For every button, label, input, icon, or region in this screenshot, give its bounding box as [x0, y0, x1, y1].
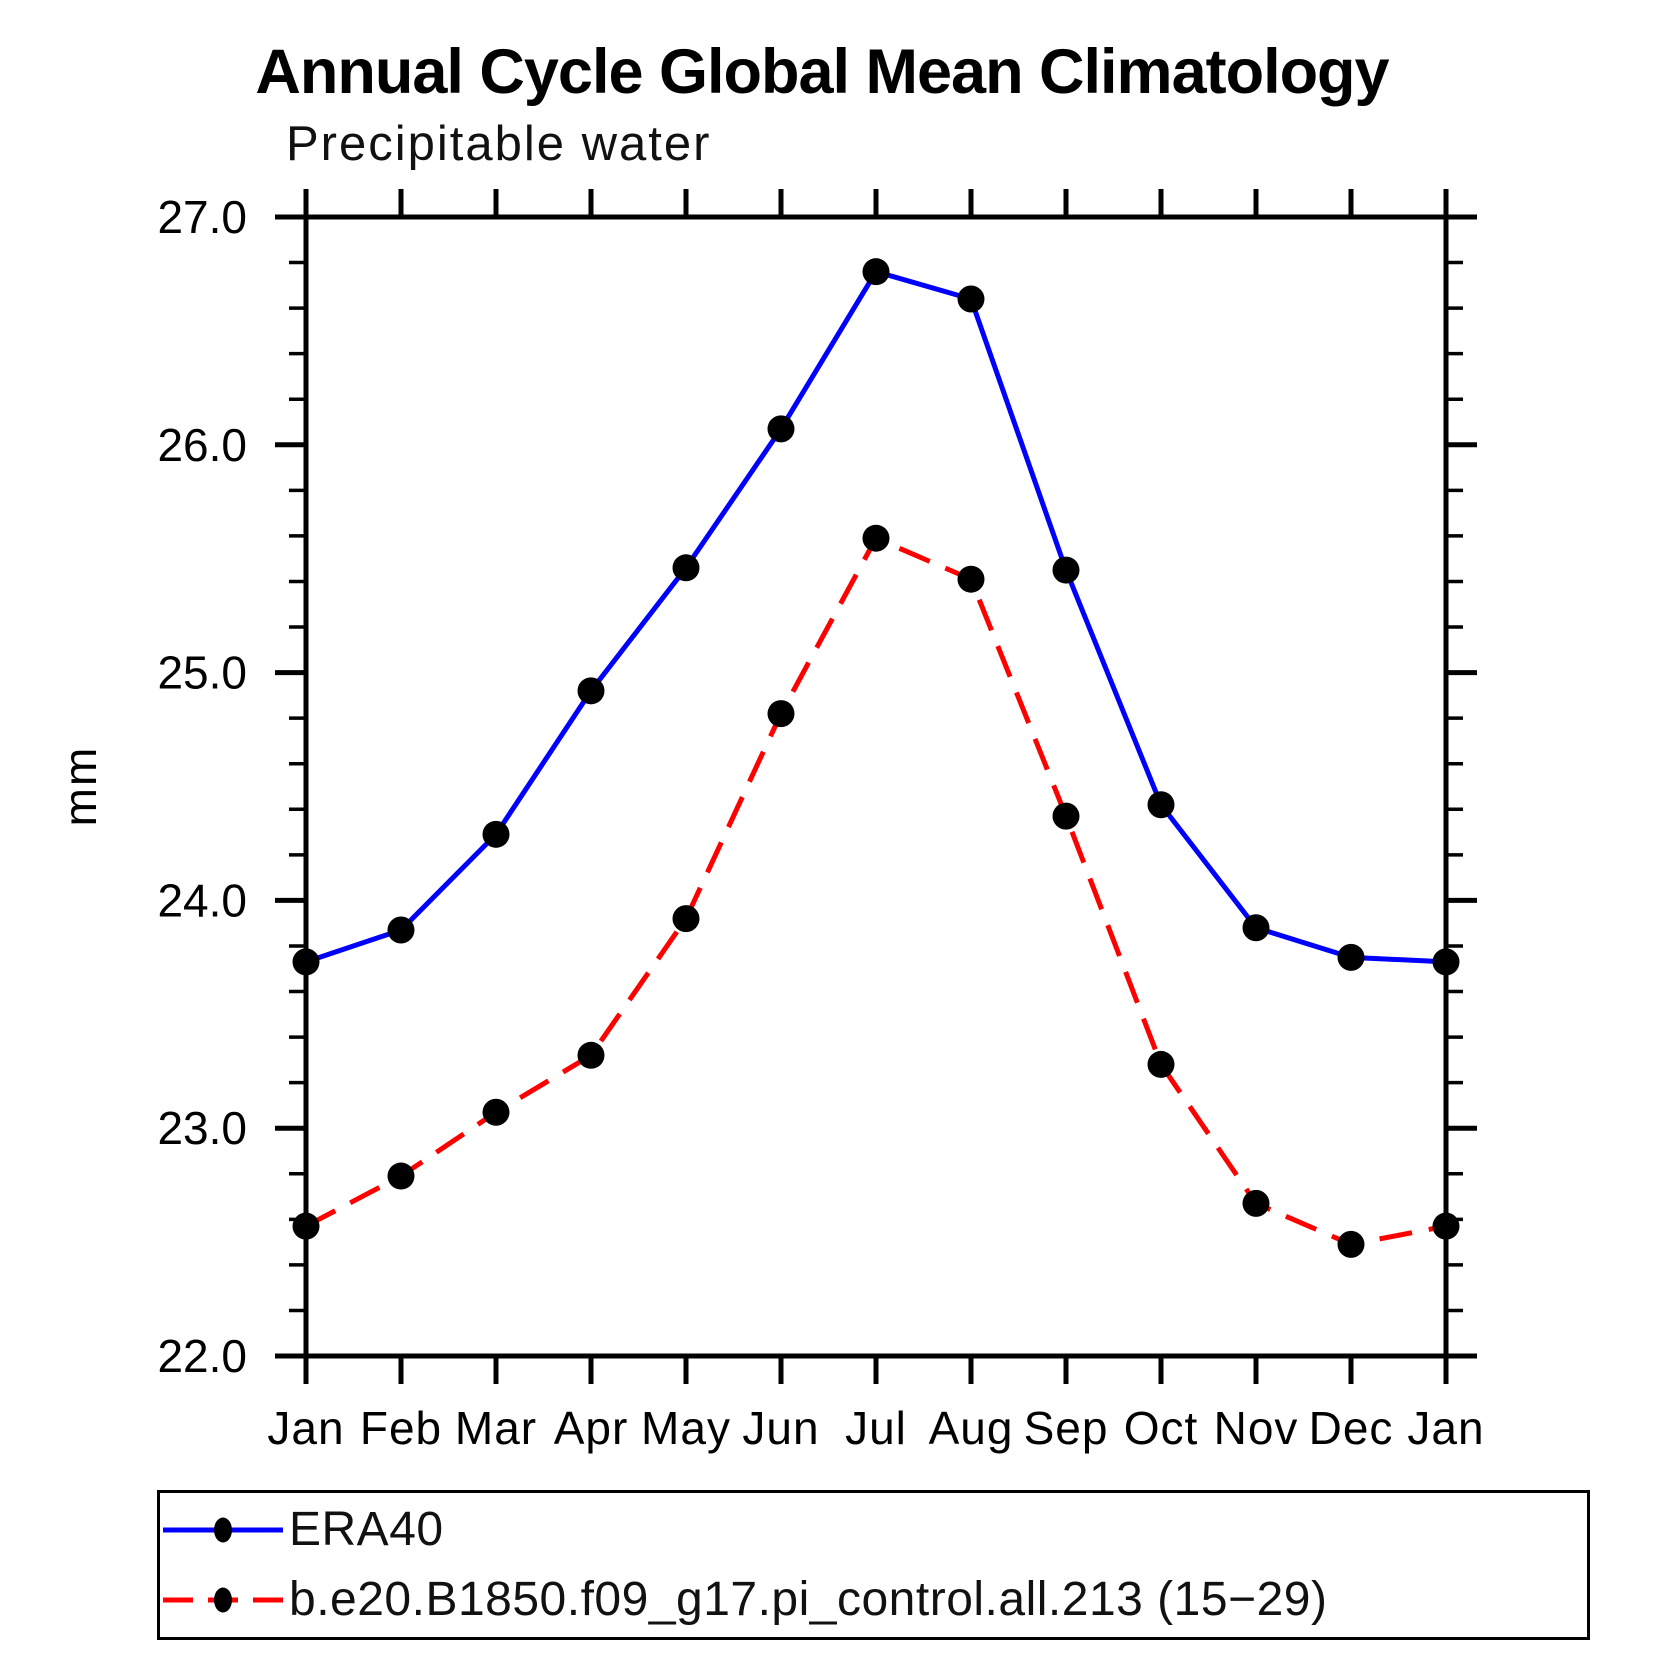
data-point: [292, 948, 320, 976]
x-tick-label: May: [641, 1402, 731, 1454]
data-point: [1052, 802, 1080, 830]
legend: ERA40 b.e20.B1850.f09_g17.pi_control.all…: [157, 1490, 1590, 1640]
data-point: [387, 916, 415, 944]
y-tick-label: 26.0: [157, 419, 247, 471]
data-point: [1432, 948, 1460, 976]
data-point: [672, 905, 700, 933]
y-tick-label: 22.0: [157, 1330, 247, 1382]
x-tick-label: Aug: [929, 1402, 1014, 1454]
legend-label-era40: ERA40: [289, 1503, 444, 1556]
data-point: [577, 1041, 605, 1069]
data-point: [862, 524, 890, 552]
legend-item-model: b.e20.B1850.f09_g17.pi_control.all.213 (…: [160, 1571, 1587, 1629]
data-point: [1337, 943, 1365, 971]
data-point: [292, 1212, 320, 1240]
y-tick-label: 25.0: [157, 647, 247, 699]
data-point: [1432, 1212, 1460, 1240]
data-point: [482, 820, 510, 848]
chart-subtitle: Precipitable water: [286, 117, 712, 171]
data-point: [672, 554, 700, 582]
data-point: [482, 1098, 510, 1126]
plot-frame: [303, 214, 1449, 1359]
x-tick-label: Sep: [1024, 1402, 1109, 1454]
x-tick-label: Dec: [1309, 1402, 1394, 1454]
series-line-era40: [305, 268, 1447, 965]
x-tick-label: Jul: [845, 1402, 907, 1454]
data-point: [1242, 914, 1270, 942]
y-tick-label: 27.0: [157, 191, 247, 243]
data-point: [767, 700, 795, 728]
legend-line-dashed-sample: [163, 1587, 283, 1613]
data-point: [387, 1162, 415, 1190]
x-tick-label: Nov: [1214, 1402, 1299, 1454]
x-tick-label: Oct: [1124, 1402, 1199, 1454]
x-tick-label: Jun: [742, 1402, 819, 1454]
data-point: [1147, 791, 1175, 819]
data-point: [862, 258, 890, 286]
data-point: [1147, 1050, 1175, 1078]
y-axis-title: mm: [54, 746, 106, 827]
chart-title: Annual Cycle Global Mean Climatology: [255, 37, 1389, 107]
y-tick-label: 23.0: [157, 1102, 247, 1154]
y-tick-label: 24.0: [157, 874, 247, 926]
legend-marker-dot: [214, 1587, 232, 1613]
x-tick-label: Jan: [1407, 1402, 1484, 1454]
series-line-model: [304, 534, 1447, 1247]
x-tick-label: Jan: [267, 1402, 344, 1454]
legend-item-era40: ERA40: [160, 1501, 1587, 1559]
data-point: [957, 285, 985, 313]
legend-label-model: b.e20.B1850.f09_g17.pi_control.all.213 (…: [289, 1573, 1328, 1626]
data-point: [957, 565, 985, 593]
x-tick-label: Mar: [455, 1402, 537, 1454]
legend-marker-dot: [214, 1517, 232, 1543]
data-point: [1052, 556, 1080, 584]
legend-line-solid-sample: [163, 1517, 283, 1543]
data-point: [1337, 1230, 1365, 1258]
x-tick-label: Apr: [554, 1402, 629, 1454]
data-point: [577, 677, 605, 705]
x-tick-label: Feb: [360, 1402, 442, 1454]
data-point: [767, 415, 795, 443]
data-point: [1242, 1189, 1270, 1217]
